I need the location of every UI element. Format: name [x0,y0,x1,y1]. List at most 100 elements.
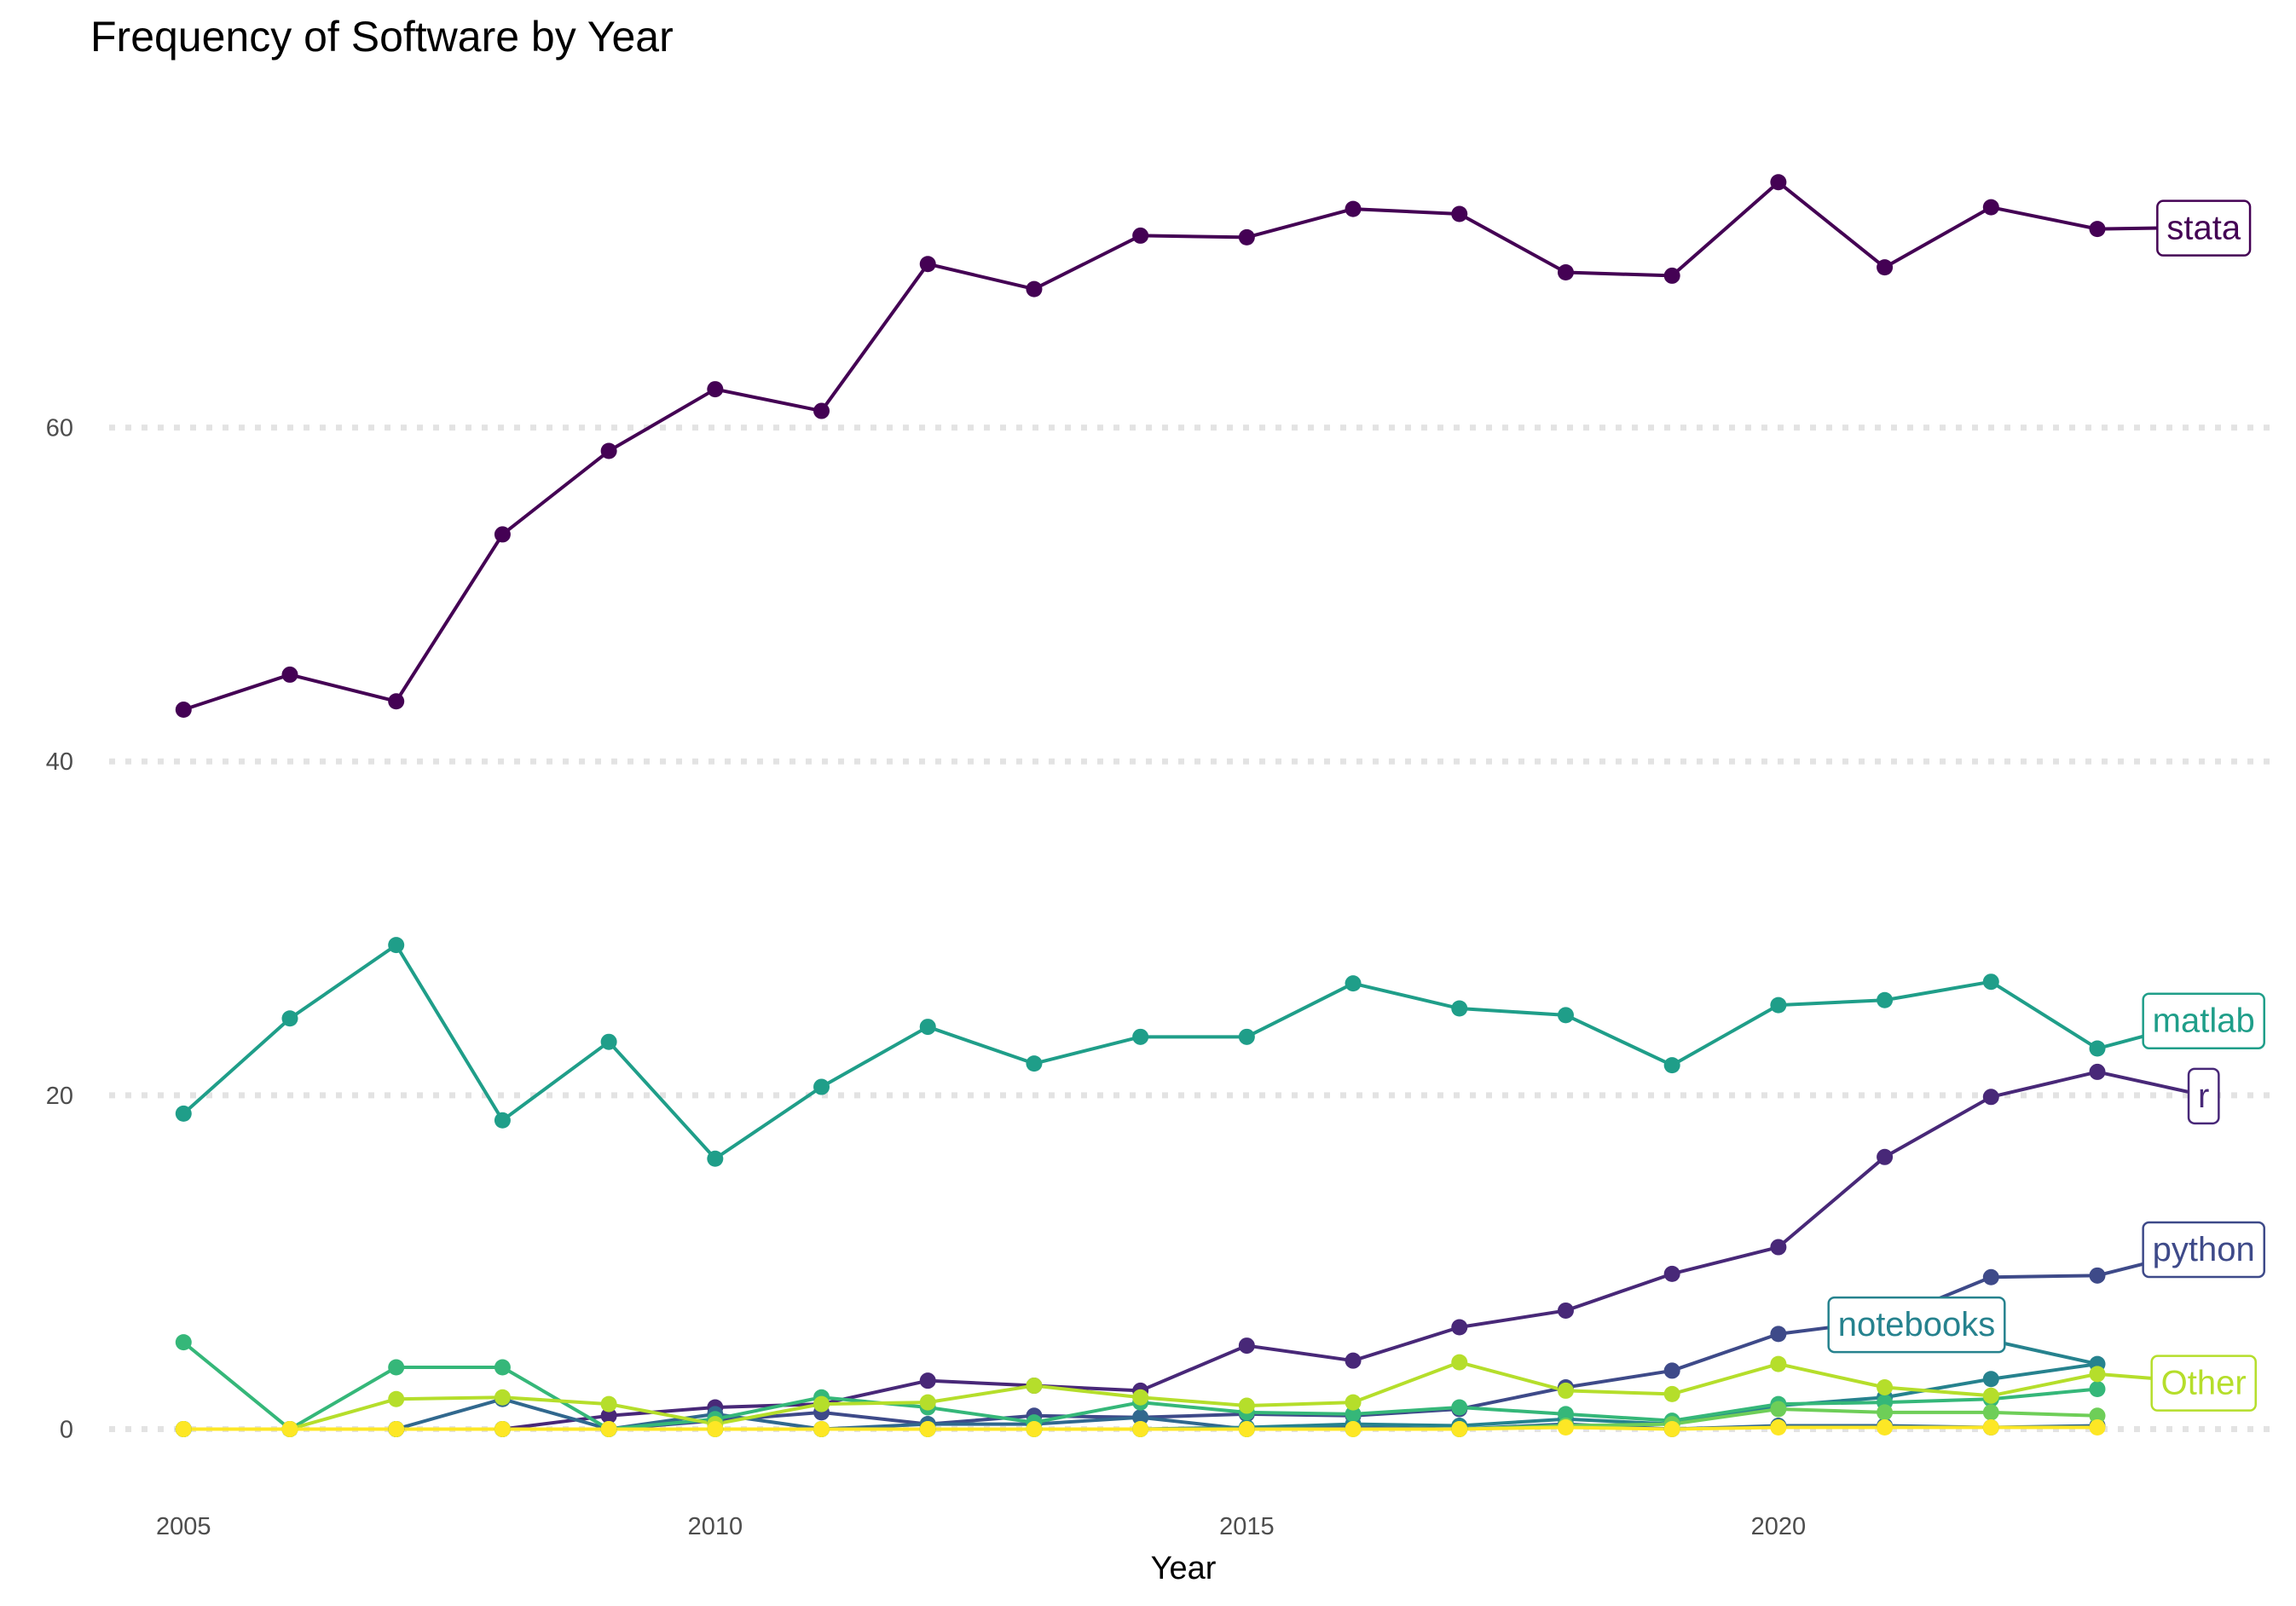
data-point [175,1334,192,1351]
series-label-box [2156,199,2252,257]
data-point-matlab [707,1150,724,1167]
data-point [1238,1420,1255,1437]
data-point-other [1557,1382,1574,1399]
data-point-stata [281,666,298,683]
y-tick-label: 0 [60,1416,73,1443]
data-point [1982,1419,1999,1436]
y-tick-label: 60 [46,415,73,442]
data-point-other [1982,1387,1999,1404]
series-line-other [183,1360,2204,1431]
x-tick-label: 2010 [688,1513,743,1540]
series-label-r: r [2187,1067,2220,1125]
series-label-box [2150,1355,2257,1412]
series-label-text: Other [2161,1365,2247,1402]
data-point [813,1420,830,1437]
data-point-stata [1026,280,1043,298]
series-label-python: python [2142,1221,2266,1279]
data-point-other [1451,1354,1468,1371]
data-point [1345,1406,1362,1423]
data-point-other [1026,1378,1043,1395]
y-tick-label: 40 [46,748,73,776]
series-label-text: stata [2166,210,2241,247]
series-label-box [1827,1296,2006,1354]
data-point-matlab [1770,997,1787,1014]
data-point-stata [1451,205,1468,222]
series-lines [182,180,2205,1431]
data-point [1557,1419,1574,1436]
data-point-stata [2089,221,2106,238]
data-point-matlab [1451,1000,1468,1017]
gridlines [109,425,2278,1432]
data-point-other [388,1390,405,1407]
data-point [1557,1406,1574,1423]
data-point-r [1982,1089,1999,1106]
data-point-stata [1132,227,1149,244]
data-point-other [1345,1394,1362,1411]
series-label-text: matlab [2153,1002,2255,1040]
data-point [388,1420,405,1437]
data-point-stata [1557,264,1574,281]
data-point-stata [1770,174,1787,191]
data-point-stata [494,526,511,543]
data-point [1132,1409,1149,1426]
data-point [1877,1419,1894,1436]
data-point-python [1982,1268,1999,1285]
data-point-matlab [2089,1040,2106,1057]
data-point [1132,1420,1149,1437]
series-label-other: Other [2150,1355,2257,1412]
data-point-r [2089,1063,2106,1080]
data-point [1345,1420,1362,1437]
data-point [2089,1419,2106,1436]
data-point [1026,1420,1043,1437]
series-points [175,174,2106,1437]
data-point-r [919,1372,936,1389]
series-label-text: r [2198,1077,2209,1115]
data-point-stata [1877,259,1894,276]
data-point-matlab [1238,1028,1255,1045]
x-axis-ticks: 2005 2010 2015 2020 [156,1513,1806,1540]
data-point-other [600,1395,617,1412]
data-point-stata [1345,200,1362,217]
data-point [2089,1380,2106,1397]
data-point-r [1557,1302,1574,1319]
data-point-matlab [600,1033,617,1050]
data-point-other [919,1394,936,1411]
data-point [2089,1407,2106,1424]
series-label-text: python [2153,1231,2255,1268]
data-point-matlab [281,1010,298,1027]
x-axis-title: Year [1151,1551,1217,1586]
data-point [281,1420,298,1437]
data-point-matlab [1663,1057,1680,1074]
series-line-stata [182,180,2204,712]
data-point [1451,1399,1468,1416]
data-point-other [494,1389,511,1406]
series-label-stata: stata [2156,199,2252,257]
data-point [919,1420,936,1437]
series-label-box [2142,1221,2266,1279]
series-labels: stata r python notebooks matlab Other [1827,199,2266,1412]
data-point-stata [388,693,405,710]
data-point-matlab [813,1078,830,1095]
data-point-stata [707,381,724,398]
data-point [494,1359,511,1376]
x-tick-label: 2015 [1219,1513,1275,1540]
data-point-r [1451,1319,1468,1336]
data-point-stata [813,402,830,419]
chart-title: Frequency of Software by Year [90,13,674,61]
data-point-stata [1663,267,1680,284]
data-point-stata [1982,199,1999,216]
data-point-matlab [388,937,405,954]
data-point-stata [1238,228,1255,246]
data-point-python [2089,1267,2106,1284]
data-point [494,1420,511,1437]
data-point-other [813,1395,830,1412]
series-label-matlab: matlab [2142,992,2265,1049]
data-point-matlab [175,1105,192,1122]
data-point [175,1420,192,1437]
y-axis-ticks: 0 20 40 60 [46,415,73,1444]
data-point [1663,1420,1680,1437]
data-point-matlab [1877,991,1894,1008]
data-point-matlab [1982,973,1999,991]
data-point-matlab [1026,1055,1043,1072]
